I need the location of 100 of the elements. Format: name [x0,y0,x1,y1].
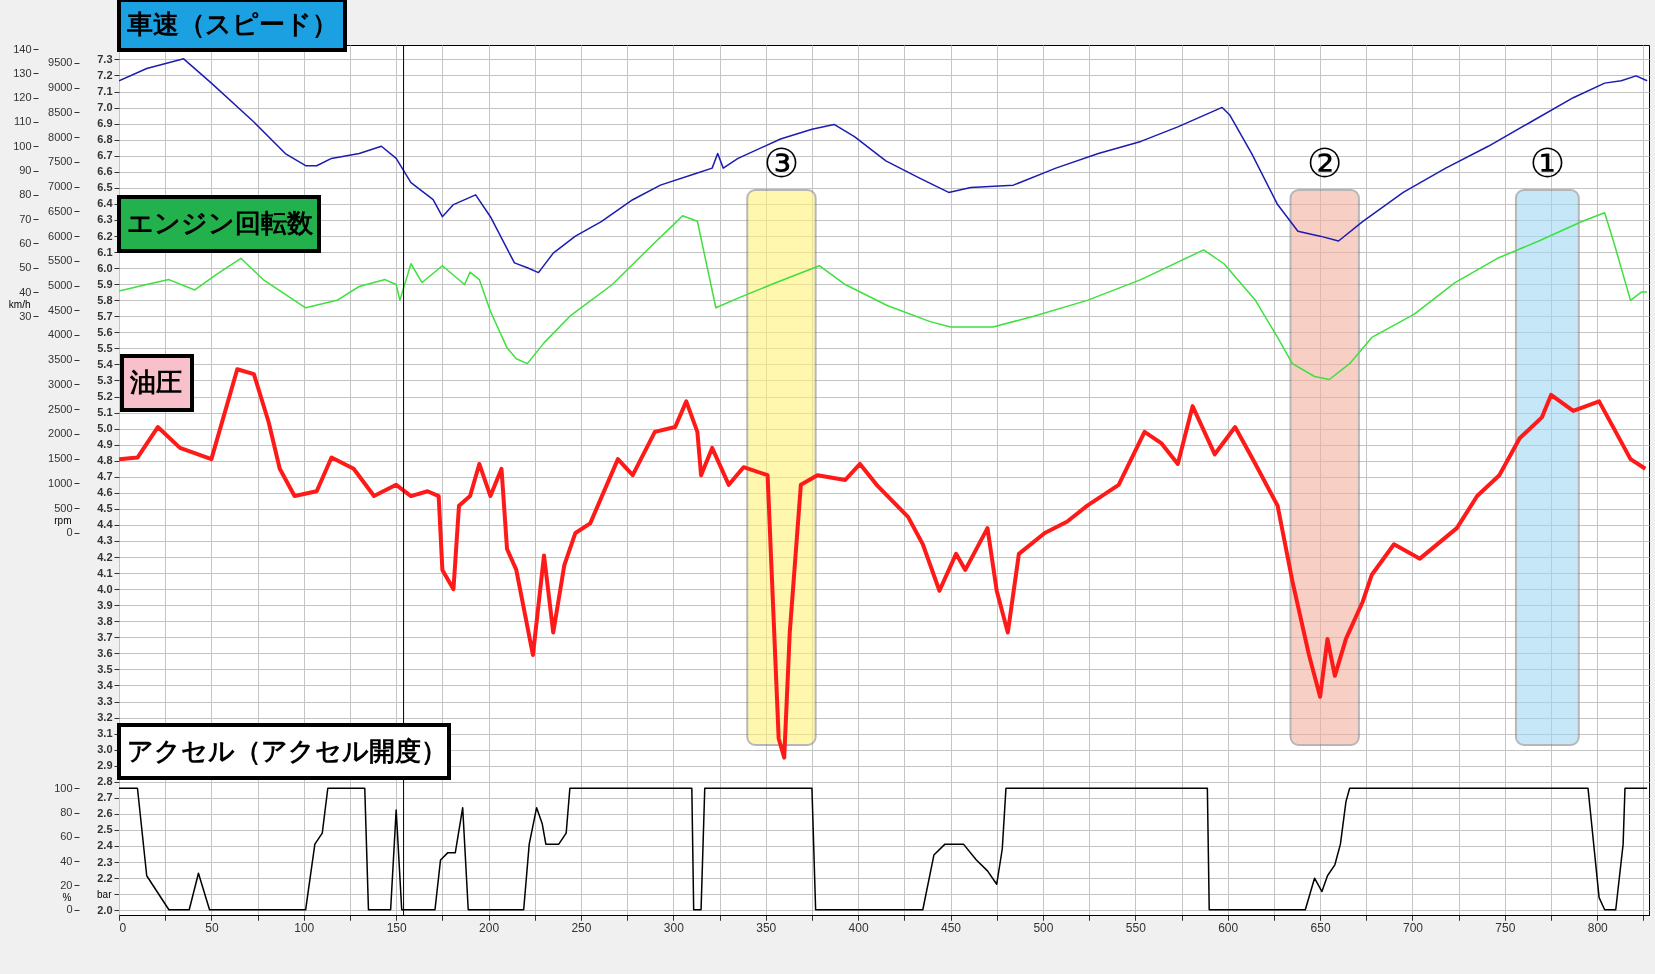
y3-tick-label: 5.3 [97,373,113,386]
y2-tick-label: 5000 [48,279,73,292]
y2-tick-label: 6000 [48,229,73,242]
y2-tick-label: 1000 [48,476,73,489]
y3-tick-label: 3.2 [97,711,113,724]
band-label: ② [1306,141,1343,185]
x-tick-label: 250 [571,920,592,935]
y3-tick-label: 6.5 [97,181,113,194]
y3-tick-label: 3.8 [97,614,113,627]
series-label: アクセル（アクセル開度） [127,735,447,766]
band-label: ① [1529,141,1566,185]
y3-tick-label: 3.6 [97,646,113,659]
y3-tick-label: 4.7 [97,470,113,483]
y3-tick-label: 3.9 [97,598,113,611]
y3-tick-label: 4.0 [97,582,113,595]
y-tick-label: 100 [54,781,73,794]
y3-tick-label: 7.1 [97,85,113,98]
y3-tick-label: 5.0 [97,422,113,435]
y3-tick-label: 5.9 [97,277,113,290]
y2-tick-label: 4500 [48,303,73,316]
y3-tick-label: 4.5 [97,502,113,515]
x-tick-label: 100 [294,920,315,935]
y3-tick-label: 7.0 [97,101,113,114]
y3-tick-label: 5.4 [97,357,114,370]
y3-tick-label: 6.3 [97,213,113,226]
y2-tick-label: 2500 [48,402,73,415]
x-tick-label: 150 [386,920,408,935]
y3-tick-label: 2.6 [97,807,113,820]
y3-tick-label: 2.0 [97,903,113,916]
y3-tick-label: 2.7 [97,791,113,804]
y3-tick-label: 6.4 [97,197,114,210]
x-tick-label: 600 [1218,920,1239,935]
y-axis-title: % [62,892,72,904]
y-tick-label: 130 [13,66,32,79]
x-tick-label: 0 [119,920,127,935]
y-tick-label: 120 [13,91,32,104]
y3-tick-label: 6.6 [97,165,113,178]
y3-tick-label: 2.8 [97,775,113,788]
y2-tick-label: 8000 [48,130,73,143]
y2-tick-label: 1500 [48,452,73,465]
y3-tick-label: 4.8 [97,454,113,467]
series-label: エンジン回転数 [127,208,314,238]
y-tick-label: 80 [19,188,32,201]
y3-tick-label: 6.7 [97,149,113,162]
x-tick-label: 750 [1495,920,1516,935]
y3-tick-label: 5.5 [97,341,113,354]
x-tick-label: 700 [1402,920,1424,935]
y3-tick-label: 5.6 [97,325,113,338]
y3-tick-label: 2.9 [97,759,113,772]
y-tick-label: 0 [66,903,73,916]
y3-tick-label: 3.0 [97,743,113,756]
y3-tick-label: 5.7 [97,309,113,322]
y3-tick-label: 2.3 [97,855,113,868]
x-tick-label: 50 [205,920,219,935]
y-tick-label: 70 [19,212,32,225]
y2-tick-label: 6500 [48,204,73,217]
y2-tick-label: 8500 [48,105,73,118]
y-tick-label: 110 [13,115,32,128]
y-tick-label: 140 [13,42,32,55]
y3-axis-title: bar [97,888,113,900]
y2-tick-label: 500 [54,501,73,514]
line-series [119,58,1648,274]
series-label: 車速（スピード） [126,9,338,39]
y3-tick-label: 6.1 [97,245,113,258]
y3-tick-label: 5.8 [97,293,113,306]
y-axis-title: km/h [8,298,31,310]
y3-tick-label: 2.2 [97,871,113,884]
y2-tick-label: 9000 [48,81,73,94]
y2-tick-label: 9500 [48,56,73,69]
x-tick-label: 500 [1033,920,1054,935]
x-tick-label: 650 [1310,920,1331,935]
y2-tick-label: 5500 [48,254,73,267]
y-tick-label: 60 [60,830,73,843]
y3-tick-label: 3.3 [97,695,113,708]
series-label: 油圧 [129,367,182,397]
y3-tick-label: 4.2 [97,550,113,563]
y3-tick-label: 6.9 [97,117,113,130]
y3-tick-label: 7.3 [97,52,113,65]
y3-tick-label: 6.8 [97,133,113,146]
y3-tick-label: 5.2 [97,390,113,403]
y-tick-label: 80 [60,806,73,819]
y2-axis-title: rpm [54,514,72,526]
x-tick-label: 300 [663,920,685,935]
x-tick-label: 550 [1125,920,1147,935]
y3-tick-label: 5.1 [97,406,113,419]
y3-tick-label: 2.5 [97,823,113,836]
y-tick-label: 60 [19,236,32,249]
y3-tick-label: 4.6 [97,486,113,499]
y2-tick-label: 4000 [48,328,73,341]
y2-tick-label: 3000 [48,377,73,390]
y-tick-label: 30 [19,309,32,322]
y3-tick-label: 4.1 [97,566,113,579]
y-tick-label: 90 [19,164,32,177]
x-tick-label: 450 [941,920,962,935]
y3-tick-label: 4.9 [97,438,113,451]
y-tick-label: 100 [13,139,32,152]
y3-tick-label: 2.4 [97,839,114,852]
y2-tick-label: 7000 [48,180,73,193]
y-tick-label: 50 [19,261,32,274]
y3-tick-label: 3.4 [97,678,114,691]
